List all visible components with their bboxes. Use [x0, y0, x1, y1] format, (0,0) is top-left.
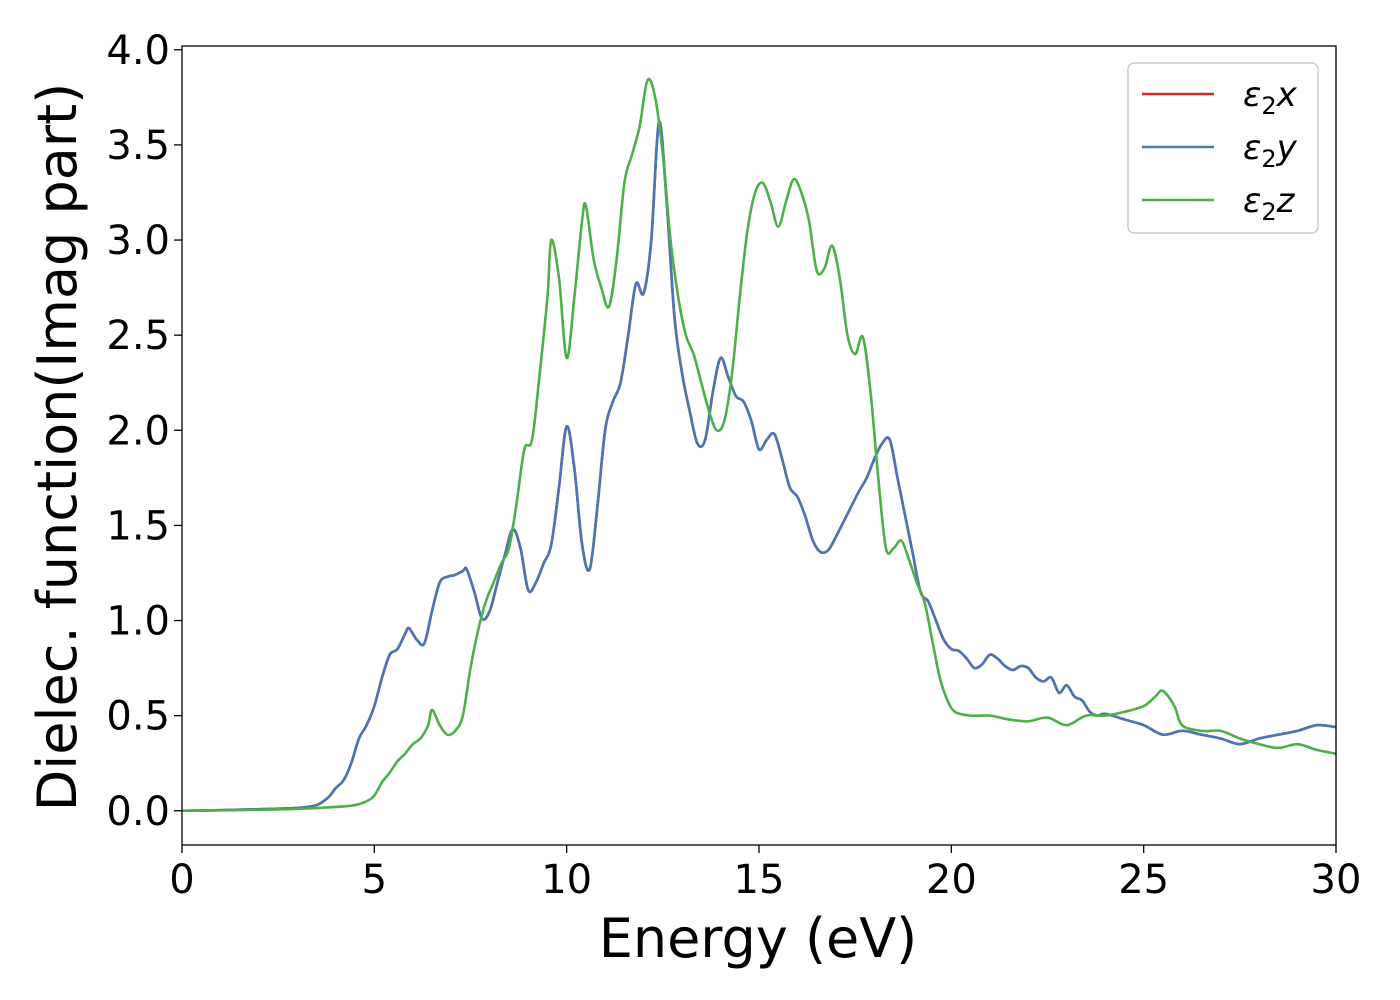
x-tick-label: 15: [734, 857, 785, 903]
legend-label-y: ε2y: [1243, 128, 1298, 173]
legend-subscript: 2: [1261, 198, 1276, 226]
legend-label-x: ε2x: [1243, 75, 1298, 120]
y-tick-label: 3.0: [106, 218, 170, 264]
series-line-z: [182, 77, 1336, 813]
legend-label-z: ε2z: [1243, 181, 1296, 226]
legend-symbol: ε: [1243, 181, 1261, 221]
legend-symbol: ε: [1243, 75, 1261, 115]
legend-subscript: 2: [1261, 145, 1276, 173]
y-tick-label: 0.5: [106, 694, 170, 740]
x-tick-label: 5: [362, 857, 387, 903]
y-tick-label: 1.5: [106, 503, 170, 549]
y-tick-label: 4.0: [106, 28, 170, 74]
y-tick-label: 2.0: [106, 408, 170, 454]
legend-box: [1127, 62, 1319, 234]
y-tick-label: 0.0: [106, 789, 170, 835]
series-layer: [182, 77, 1336, 813]
series-line-y: [182, 120, 1336, 813]
legend-component: z: [1276, 181, 1296, 221]
y-axis-label: Dielec. function(Imag part): [26, 83, 89, 812]
axes-layer: 0 5 10 15 20 25 30 0.0 0.5 1.0 1.5 2.0 2.5 3.0 3.5 4.0: [106, 28, 1361, 903]
x-tick-label: 25: [1118, 857, 1169, 903]
y-tick-label: 2.5: [106, 313, 170, 359]
x-tick-label: 0: [169, 857, 194, 903]
x-tick-label: 30: [1311, 857, 1362, 903]
x-tick-label: 10: [541, 857, 592, 903]
y-tick-label: 3.5: [106, 123, 170, 169]
legend-subscript: 2: [1261, 92, 1276, 120]
legend-component: x: [1276, 75, 1298, 115]
y-tick-label: 1.0: [106, 599, 170, 645]
x-tick-label: 20: [926, 857, 977, 903]
legend-symbol: ε: [1243, 128, 1261, 168]
x-axis-label: Energy (eV): [599, 907, 918, 970]
legend-component: y: [1276, 128, 1298, 168]
